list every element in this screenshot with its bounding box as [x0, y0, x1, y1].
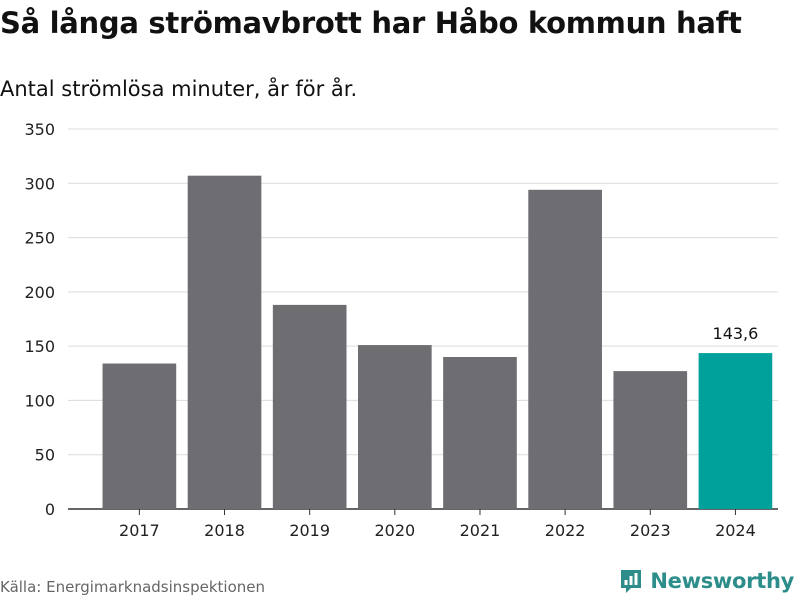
- brand[interactable]: Newsworthy: [619, 568, 794, 594]
- y-tick-label: 300: [24, 174, 55, 193]
- x-tick-label: 2020: [374, 521, 415, 540]
- y-tick-label: 200: [24, 283, 55, 302]
- bar: [443, 357, 517, 509]
- x-tick-label: 2019: [289, 521, 330, 540]
- x-tick-label: 2021: [460, 521, 501, 540]
- chart-title: Så långa strömavbrott har Håbo kommun ha…: [0, 6, 742, 40]
- y-tick-label: 100: [24, 391, 55, 410]
- y-tick-label: 150: [24, 337, 55, 356]
- x-tick-label: 2017: [119, 521, 160, 540]
- source-note: Källa: Energimarknadsinspektionen: [0, 578, 266, 596]
- x-tick-label: 2024: [715, 521, 756, 540]
- bar: [357, 345, 432, 509]
- y-tick-label: 250: [24, 229, 55, 248]
- bar-highlight: [698, 353, 773, 509]
- bar: [102, 363, 177, 509]
- bar: [187, 175, 262, 509]
- brand-name: Newsworthy: [650, 569, 794, 593]
- chart-subtitle: Antal strömlösa minuter, år för år.: [0, 77, 358, 101]
- y-tick-label: 50: [35, 446, 55, 465]
- y-tick-label: 350: [24, 120, 55, 139]
- y-tick-label: 0: [45, 500, 55, 519]
- bar: [272, 304, 347, 509]
- data-label: 143,6: [713, 324, 759, 343]
- bar: [528, 189, 602, 510]
- x-tick-label: 2018: [204, 521, 245, 540]
- x-axis-ticks: 2017 2018 2019 2020 2021 2022 2023 2024: [119, 509, 756, 540]
- data-labels: 143,6: [713, 324, 759, 343]
- newsworthy-logo-icon: [621, 570, 642, 593]
- y-axis-ticks: 0 50 100 150 200 250 300 350: [24, 120, 55, 519]
- x-tick-label: 2022: [545, 521, 586, 540]
- bars: [102, 175, 773, 510]
- bar: [613, 371, 688, 509]
- x-tick-label: 2023: [630, 521, 671, 540]
